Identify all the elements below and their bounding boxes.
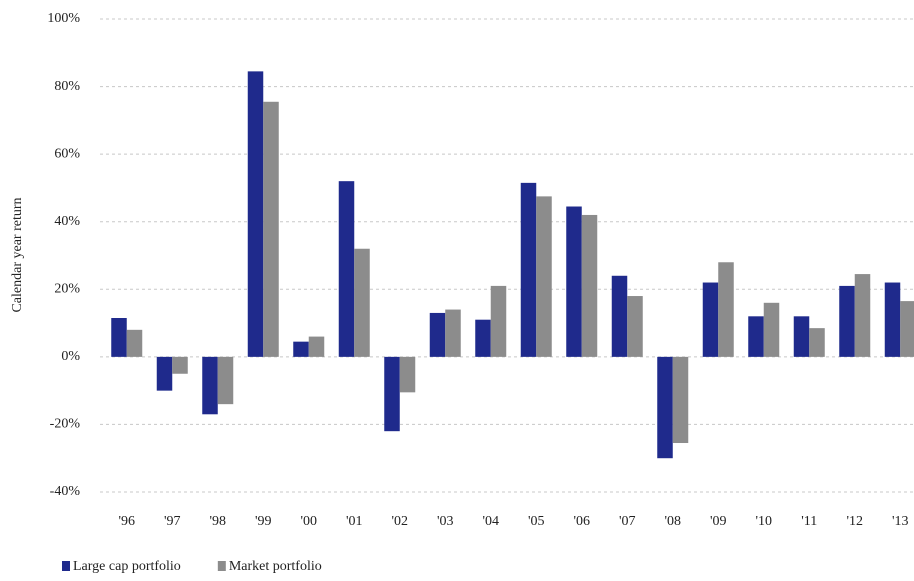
bar (445, 309, 461, 357)
x-tick-label: '01 (346, 514, 363, 529)
y-tick-label: 80% (54, 79, 80, 94)
bar (172, 356, 188, 374)
bar (399, 356, 416, 393)
y-tick-label: 0% (61, 349, 80, 364)
y-tick-label: 60% (54, 146, 80, 161)
bar (217, 356, 234, 405)
bar (884, 282, 901, 357)
x-tick-label: '12 (846, 514, 863, 529)
bar (156, 356, 173, 391)
bar (475, 319, 491, 357)
y-tick-label: 40% (54, 214, 80, 229)
bar (657, 356, 673, 459)
x-tick-label: '98 (209, 514, 226, 529)
bar (748, 316, 764, 357)
y-tick-label: -20% (50, 417, 81, 432)
y-tick-label: 20% (54, 282, 80, 297)
x-tick-label: '03 (437, 514, 454, 529)
bar (293, 341, 309, 357)
bar (809, 328, 825, 357)
y-tick-label: 100% (47, 11, 80, 26)
bar (126, 329, 143, 357)
bar (702, 282, 719, 357)
bar (429, 312, 446, 357)
bar (900, 301, 914, 357)
x-tick-label: '05 (528, 514, 545, 529)
x-tick-label: '97 (164, 514, 181, 529)
x-tick-label: '10 (755, 514, 772, 529)
bar (566, 206, 582, 357)
x-tick-label: '99 (255, 514, 272, 529)
x-tick-label: '09 (710, 514, 727, 529)
bar (308, 336, 325, 357)
x-tick-label: '07 (619, 514, 636, 529)
legend-label: Large cap portfolio (73, 559, 181, 574)
bar (111, 318, 127, 357)
x-tick-label: '00 (300, 514, 317, 529)
bar (202, 356, 218, 415)
x-tick-label: '11 (801, 514, 817, 529)
bar (627, 296, 643, 357)
legend-swatch (217, 561, 226, 571)
legend-label: Market portfolio (229, 559, 322, 574)
bar (581, 214, 598, 357)
bar (718, 262, 734, 357)
bar (520, 182, 537, 357)
bar (854, 274, 871, 357)
bar (839, 285, 855, 357)
legend-swatch (62, 561, 70, 571)
bar (384, 356, 400, 432)
bar (354, 248, 370, 357)
x-tick-label: '13 (892, 514, 909, 529)
x-tick-label: '02 (391, 514, 408, 529)
bar (763, 302, 780, 357)
y-axis-label: Calendar year return (10, 197, 25, 312)
bar (490, 285, 507, 357)
y-tick-label: -40% (50, 484, 81, 499)
bar (611, 275, 628, 357)
bar (247, 71, 264, 357)
x-tick-label: '06 (573, 514, 590, 529)
bar (793, 316, 810, 357)
bar (263, 101, 279, 357)
x-tick-label: '96 (118, 514, 135, 529)
bar (338, 181, 355, 357)
x-tick-label: '04 (482, 514, 499, 529)
x-tick-label: '08 (664, 514, 681, 529)
bar (536, 196, 552, 357)
bar (672, 356, 689, 444)
